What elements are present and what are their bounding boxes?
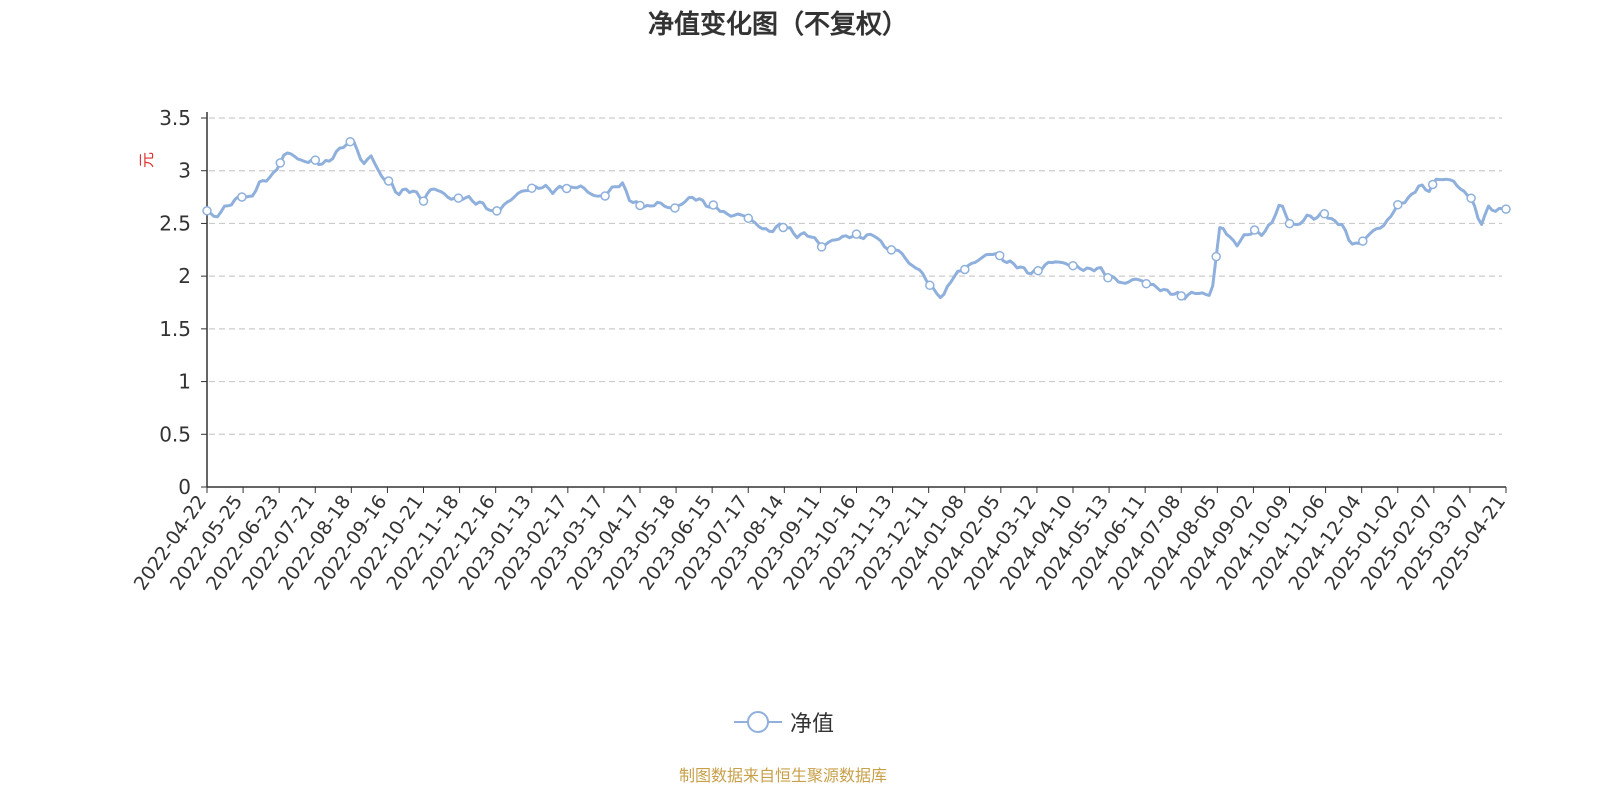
data-point[interactable] bbox=[1284, 218, 1295, 229]
data-point[interactable] bbox=[1141, 278, 1152, 289]
data-point[interactable] bbox=[1501, 204, 1511, 214]
data-point[interactable] bbox=[275, 158, 286, 168]
series-group bbox=[202, 136, 1511, 301]
y-tick-label: 1.5 bbox=[159, 317, 191, 341]
data-point[interactable] bbox=[743, 213, 754, 224]
legend[interactable]: 净值 bbox=[732, 704, 834, 740]
y-tick-label: 3 bbox=[178, 159, 191, 183]
y-tick-label: 2 bbox=[178, 264, 191, 288]
data-point[interactable] bbox=[383, 176, 394, 186]
y-axis-tick-labels: 0 0.5 1 1.5 2 2.5 3 3.5 bbox=[159, 106, 191, 499]
data-point[interactable] bbox=[1466, 193, 1476, 203]
data-point[interactable] bbox=[345, 136, 355, 147]
data-point[interactable] bbox=[1358, 236, 1368, 246]
line-chart: 0 0.5 1 1.5 2 2.5 3 3.5 2022-04-222022-05-25202… bbox=[130, 106, 1511, 594]
y-tick-label: 2.5 bbox=[159, 211, 191, 235]
data-point[interactable] bbox=[851, 229, 862, 239]
data-point[interactable] bbox=[237, 192, 247, 202]
legend-label: 净值 bbox=[790, 712, 835, 737]
data-point[interactable] bbox=[600, 191, 610, 201]
data-point[interactable] bbox=[1068, 260, 1078, 271]
data-point[interactable] bbox=[492, 206, 502, 216]
data-point[interactable] bbox=[1319, 209, 1330, 219]
x-axis-tick-labels: 2022-04-222022-05-252022-06-232022-07-21… bbox=[130, 491, 1510, 594]
y-tick-label: 1 bbox=[178, 370, 191, 394]
data-point[interactable] bbox=[670, 203, 680, 213]
data-point[interactable] bbox=[310, 155, 321, 165]
data-point[interactable] bbox=[1211, 251, 1221, 262]
data-point[interactable] bbox=[1249, 225, 1260, 235]
data-point[interactable] bbox=[994, 250, 1005, 261]
data-point[interactable] bbox=[527, 183, 537, 193]
y-tick-label: 0 bbox=[178, 475, 191, 499]
y-axis-label: 元 bbox=[137, 152, 156, 168]
chart-title: 净值变化图（不复权） bbox=[647, 10, 908, 40]
data-point[interactable] bbox=[202, 206, 212, 216]
series-line bbox=[206, 139, 1507, 301]
legend-line-marker-icon bbox=[732, 707, 784, 737]
data-point[interactable] bbox=[418, 196, 429, 206]
data-point[interactable] bbox=[960, 264, 970, 275]
axes bbox=[201, 112, 1507, 493]
y-tick-label: 3.5 bbox=[159, 106, 191, 130]
data-point[interactable] bbox=[1033, 265, 1043, 276]
data-point[interactable] bbox=[925, 280, 935, 291]
data-point[interactable] bbox=[1393, 199, 1403, 210]
data-point[interactable] bbox=[778, 222, 788, 233]
data-point[interactable] bbox=[886, 245, 897, 255]
data-point[interactable] bbox=[816, 242, 827, 252]
data-point[interactable] bbox=[708, 200, 719, 210]
grid-lines bbox=[209, 117, 1502, 435]
data-point[interactable] bbox=[561, 183, 572, 194]
data-point[interactable] bbox=[1176, 291, 1187, 301]
source-note: 制图数据来自恒生聚源数据库 bbox=[678, 766, 887, 785]
data-point[interactable] bbox=[1427, 179, 1438, 190]
data-point[interactable] bbox=[453, 193, 464, 203]
data-point[interactable] bbox=[1103, 273, 1113, 283]
y-tick-label: 0.5 bbox=[159, 422, 191, 446]
data-point[interactable] bbox=[635, 200, 645, 211]
